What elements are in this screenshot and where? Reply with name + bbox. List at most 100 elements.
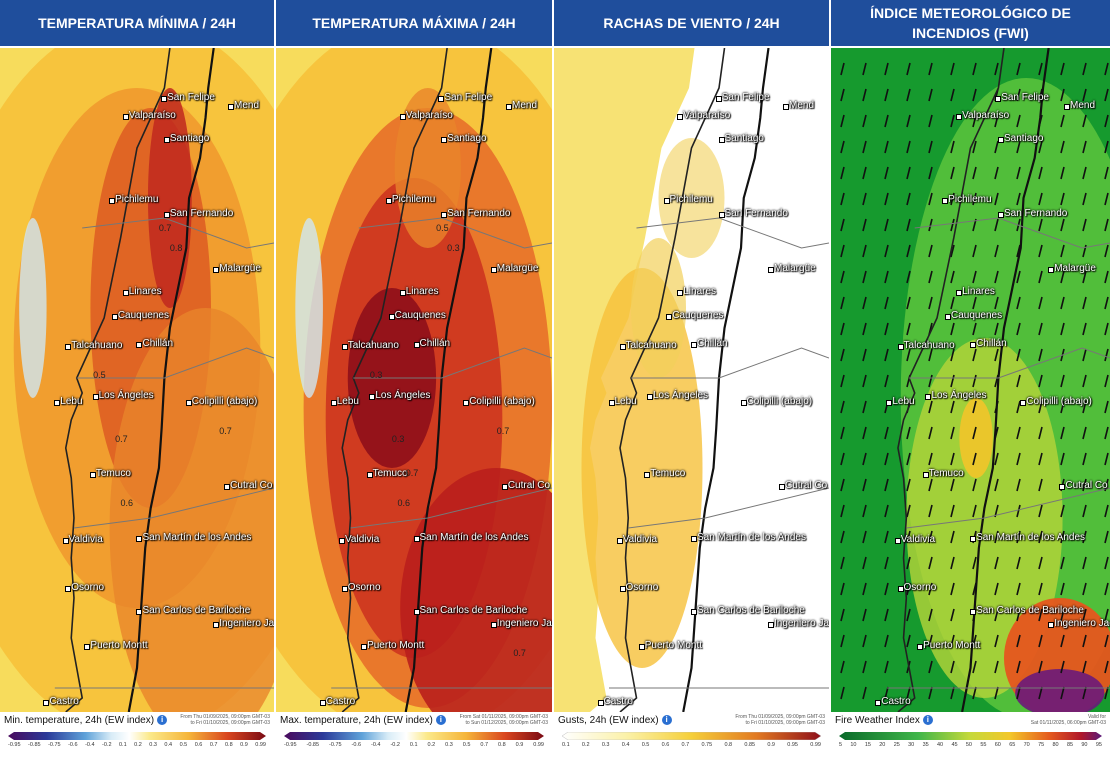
wind-arrow bbox=[840, 114, 845, 128]
map-canvas[interactable] bbox=[0, 48, 274, 712]
wind-arrow bbox=[1038, 62, 1043, 76]
wind-arrow bbox=[1016, 426, 1021, 440]
wind-arrow bbox=[862, 400, 867, 414]
wind-arrow bbox=[994, 140, 999, 154]
wind-arrow bbox=[840, 166, 845, 180]
city-label: Talcahuano bbox=[619, 340, 677, 351]
wind-arrow bbox=[862, 582, 867, 596]
info-icon[interactable]: i bbox=[922, 715, 933, 726]
cool-region bbox=[19, 218, 47, 398]
map-panel-max-temperature[interactable]: San Felipe Valparaíso Santiago Pichilemu San… bbox=[276, 48, 552, 712]
city-label: Los Ángeles bbox=[369, 390, 431, 401]
info-icon[interactable]: i bbox=[661, 715, 672, 726]
wind-arrow bbox=[1082, 582, 1087, 596]
tick-label: 0.8 bbox=[724, 742, 733, 748]
tick-label: 0.1 bbox=[562, 742, 570, 748]
map-canvas[interactable] bbox=[554, 48, 829, 712]
wind-arrow bbox=[928, 530, 933, 544]
wind-arrow bbox=[1038, 348, 1043, 362]
wind-arrow bbox=[840, 556, 845, 570]
legend-note: Valid for bbox=[1088, 714, 1106, 720]
city-label: Valdivia bbox=[616, 534, 658, 545]
city-label: San Martín de los Andes bbox=[413, 532, 529, 543]
city-label: San Carlos de Bariloche bbox=[970, 605, 1084, 616]
city-label: Colipilli (abajo) bbox=[463, 396, 535, 407]
map-panel-fire-weather-index[interactable]: San Felipe Valparaíso Santiago Pichilemu San… bbox=[831, 48, 1110, 712]
wind-arrow bbox=[906, 192, 911, 206]
wind-arrow bbox=[994, 660, 999, 674]
wind-arrow bbox=[1060, 114, 1065, 128]
wind-arrow bbox=[862, 634, 867, 648]
region-line bbox=[628, 487, 829, 529]
wind-arrow bbox=[950, 582, 955, 596]
wind-arrow bbox=[1060, 608, 1065, 622]
city-label: Cutral Co bbox=[501, 480, 551, 491]
wind-arrow bbox=[840, 140, 845, 154]
wind-arrow bbox=[994, 166, 999, 180]
legend-title: Max. temperature, 24h (EW index) bbox=[280, 715, 433, 726]
tick-label: -0.75 bbox=[329, 742, 342, 748]
map-panel-wind-gusts[interactable]: San Felipe Valparaíso Santiago Pichilemu San… bbox=[554, 48, 829, 712]
wind-arrow bbox=[1082, 478, 1087, 492]
region-line bbox=[358, 217, 552, 249]
legend-title: Fire Weather Index bbox=[835, 715, 920, 726]
tick-label: -0.6 bbox=[351, 742, 362, 748]
region-line bbox=[82, 217, 274, 249]
wind-arrow bbox=[906, 478, 911, 492]
city-label: Santiago bbox=[163, 133, 210, 144]
tick-label: 0.99 bbox=[533, 742, 544, 748]
wind-arrow bbox=[862, 218, 867, 232]
legend-note: Sat 01/11/2025, 06:00pm GMT-03 bbox=[1030, 720, 1106, 726]
wind-arrow bbox=[906, 296, 911, 310]
wind-arrow bbox=[950, 634, 955, 648]
wind-arrow bbox=[1104, 88, 1109, 102]
wind-arrow bbox=[840, 530, 845, 544]
wind-arrow bbox=[1082, 166, 1087, 180]
tick-label: 0.1 bbox=[409, 742, 418, 748]
wind-arrow bbox=[884, 426, 889, 440]
wind-arrow bbox=[862, 114, 867, 128]
wind-arrow bbox=[1082, 504, 1087, 518]
info-icon[interactable]: i bbox=[435, 715, 446, 726]
wind-arrow bbox=[1016, 296, 1021, 310]
wind-arrow bbox=[950, 192, 955, 206]
city-label: Mend bbox=[1063, 100, 1096, 111]
wind-arrow bbox=[1082, 114, 1087, 128]
info-icon[interactable]: i bbox=[157, 715, 168, 726]
tick-label: 0.75 bbox=[701, 742, 713, 748]
wind-arrow bbox=[994, 530, 999, 544]
contour-label: 0.3 bbox=[391, 434, 405, 444]
wind-arrow bbox=[884, 296, 889, 310]
map-canvas[interactable] bbox=[831, 48, 1110, 712]
city-label: Colipilli (abajo) bbox=[1020, 396, 1092, 407]
wind-arrow bbox=[840, 634, 845, 648]
city-label: Santiago bbox=[441, 133, 487, 144]
city-label: Malargüe bbox=[768, 263, 816, 274]
map-canvas[interactable] bbox=[276, 48, 552, 712]
wind-arrow bbox=[862, 686, 867, 700]
field-region bbox=[109, 308, 274, 712]
wind-arrow bbox=[862, 244, 867, 258]
tick-label: 65 bbox=[1009, 742, 1016, 748]
city-label: Puerto Montt bbox=[361, 640, 425, 651]
map-panel-min-temperature[interactable]: San Felipe Valparaíso Santiago Pichilemu San… bbox=[0, 48, 274, 712]
wind-arrow bbox=[1060, 62, 1065, 76]
tick-label: 45 bbox=[951, 742, 958, 748]
coastline bbox=[64, 48, 171, 712]
wind-arrow bbox=[1060, 660, 1065, 674]
wind-arrow bbox=[1038, 400, 1043, 414]
wind-arrow bbox=[950, 478, 955, 492]
wind-arrow bbox=[884, 556, 889, 570]
wind-arrow bbox=[1104, 608, 1109, 622]
tick-label: 0.4 bbox=[621, 742, 630, 748]
legend-wind-gusts: Gusts, 24h (EW index) i From Thu 01/09/20… bbox=[554, 712, 829, 758]
wind-arrow bbox=[862, 322, 867, 336]
city-label: Talcahuano bbox=[65, 340, 123, 351]
wind-arrow bbox=[862, 296, 867, 310]
wind-arrow bbox=[994, 348, 999, 362]
city-label: Santiago bbox=[718, 133, 764, 144]
wind-arrow bbox=[994, 114, 999, 128]
tick-label: 0.99 bbox=[255, 742, 266, 748]
contour-label: 0.7 bbox=[219, 426, 232, 436]
tick-label: 50 bbox=[965, 742, 972, 748]
